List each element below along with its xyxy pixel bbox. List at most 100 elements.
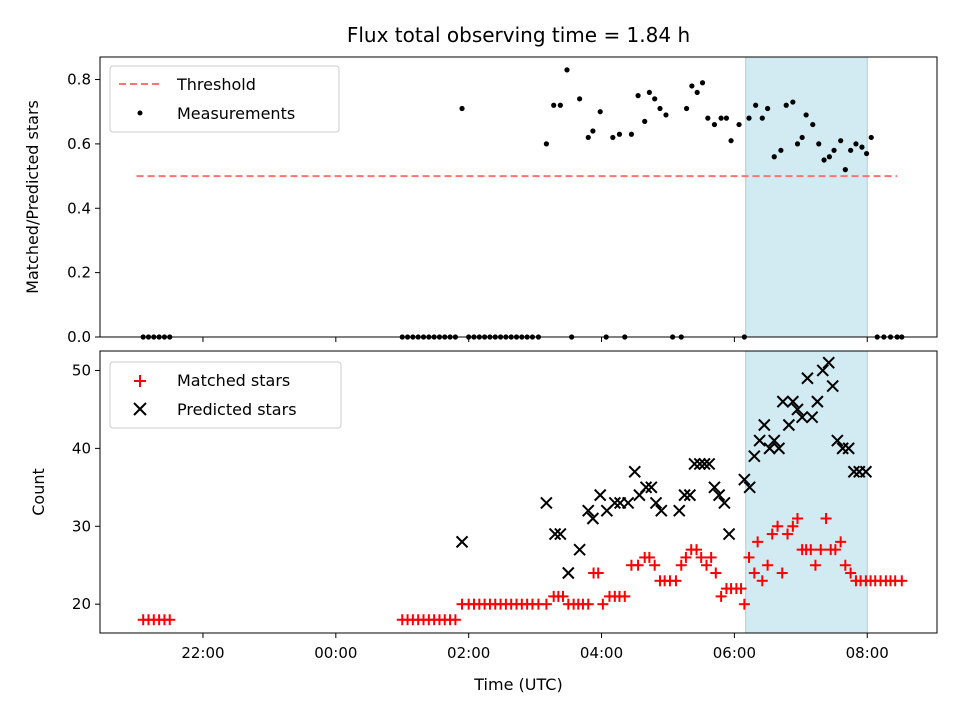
predicted-star-point [753, 434, 766, 447]
y-tick-label: 0.6 [67, 135, 91, 153]
matched-star-point [597, 598, 609, 610]
measurement-point [868, 134, 874, 141]
legend-measurements-label: Measurements [177, 104, 295, 123]
predicted-star-point [702, 457, 716, 471]
measurement-point [765, 105, 771, 112]
matched-star-point [164, 614, 176, 626]
predicted-star-point [801, 372, 814, 385]
y-tick-label: 50 [72, 361, 91, 379]
measurement-point [564, 67, 570, 73]
top-legend: Threshold Measurements [109, 65, 340, 133]
matched-star-point [752, 536, 764, 548]
matched-star-point [695, 551, 707, 563]
measurement-point [771, 154, 777, 160]
measurement-point [628, 131, 635, 137]
predicted-star-point [772, 442, 786, 455]
measurement-point [810, 121, 816, 128]
measurement-point [723, 115, 730, 121]
measurement-point [652, 96, 658, 102]
measurement-point [683, 105, 690, 112]
measurement-point [635, 93, 641, 99]
predicted-star-point [586, 512, 600, 525]
y-tick-label: 30 [72, 517, 91, 535]
predicted-star-point [758, 418, 771, 432]
predicted-star-point [688, 457, 701, 471]
measurement-point [838, 138, 844, 144]
matched-star-point [715, 590, 727, 602]
measurement-point [616, 131, 623, 137]
measurement-point [794, 141, 801, 147]
top-panel: 0.00.20.40.60.8 Matched/Predicted stars … [23, 56, 938, 346]
matched-star-point [792, 512, 803, 524]
measurement-point [736, 121, 742, 128]
predicted-star-point [816, 364, 829, 377]
x-tick-label: 06:00 [713, 644, 756, 662]
bottom-highlight-span [745, 351, 868, 633]
matched-star-point [449, 614, 461, 626]
matched-star-point [680, 551, 692, 563]
x-tick-label: 08:00 [846, 644, 889, 662]
legend-matched-swatch [134, 375, 146, 387]
predicted-star-point [712, 488, 726, 502]
measurement-point [821, 157, 827, 163]
x-tick-label: 00:00 [314, 644, 357, 662]
predicted-star-point [649, 496, 663, 510]
legend-threshold-label: Threshold [176, 75, 256, 94]
measurement-point [863, 150, 870, 157]
matched-star-point [743, 551, 755, 563]
bottom-x-axis-label: Time (UTC) [473, 675, 562, 694]
predicted-star-point [594, 488, 607, 502]
measurement-point [657, 105, 663, 112]
predicted-star-point [847, 465, 861, 478]
matched-star-point [815, 544, 827, 556]
measurement-point [753, 102, 759, 108]
measurement-point [778, 147, 784, 153]
y-tick-label: 0.4 [67, 199, 91, 217]
matched-star-point [735, 583, 747, 595]
predicted-star-point [795, 411, 809, 424]
matched-star-point [643, 551, 655, 563]
measurement-point [705, 115, 711, 121]
predicted-star-point [673, 504, 686, 517]
predicted-star-point [791, 403, 804, 416]
matched-star-point [809, 559, 821, 571]
legend-measurements-swatch [137, 110, 143, 116]
measurement-point [689, 83, 695, 89]
x-tick-label: 04:00 [580, 644, 623, 662]
measurement-point [585, 134, 591, 141]
measurement-point [848, 147, 854, 153]
predicted-star-point [805, 411, 819, 424]
matched-star-point [835, 536, 847, 548]
y-tick-label: 20 [72, 595, 91, 613]
matched-star-point [592, 567, 604, 579]
measurement-point [694, 89, 700, 96]
matched-star-point [820, 512, 832, 524]
matched-star-point [756, 575, 768, 587]
measurement-point [557, 102, 563, 108]
matched-star-point [670, 575, 682, 587]
measurement-point [803, 112, 809, 118]
predicted-star-point [826, 379, 839, 393]
predicted-star-point [562, 566, 575, 580]
measurement-point [597, 109, 603, 115]
predicted-star-point [782, 418, 796, 432]
matched-star-point [896, 575, 908, 587]
predicted-star-point [748, 449, 761, 463]
predicted-star-point [822, 356, 835, 369]
matched-star-point [738, 598, 750, 610]
matched-star-point [772, 520, 784, 532]
legend-matched-label: Matched stars [177, 371, 290, 390]
top-x-ticks [202, 337, 868, 342]
measurement-point [799, 134, 805, 141]
bottom-y-axis-label: Count [29, 468, 48, 516]
measurement-point [551, 102, 557, 108]
measurement-point [663, 112, 669, 118]
bottom-y-ticks: 20 30 40 50 [72, 361, 100, 613]
bottom-x-ticks: 22:00 00:00 02:00 04:00 06:00 08:00 [181, 633, 889, 662]
measurement-point [759, 115, 765, 121]
predicted-star-point [698, 457, 711, 471]
measurement-point [711, 121, 718, 128]
x-tick-label: 22:00 [181, 644, 224, 662]
predicted-star-point [608, 496, 622, 510]
